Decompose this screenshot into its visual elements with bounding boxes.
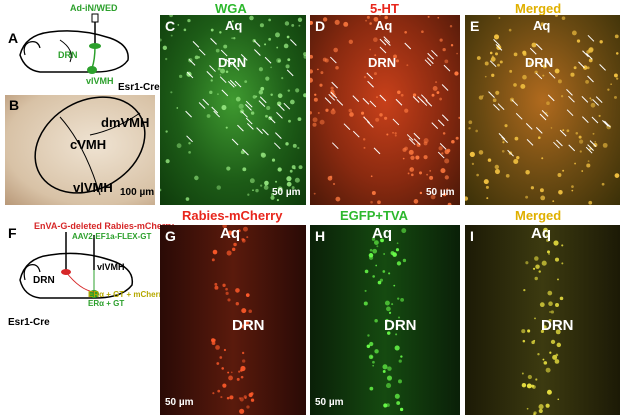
panel-letter: A: [8, 30, 19, 46]
speckles: [310, 15, 460, 205]
aq-label: Aq: [220, 225, 240, 242]
panel-letter: B: [9, 97, 20, 113]
drn-label: DRN: [232, 317, 265, 334]
region-label: DRN: [58, 50, 78, 60]
region-label: vlVMH: [73, 180, 113, 195]
panel-letter: I: [470, 228, 474, 244]
virus-label: AAV2-EF1a-FLEX-GT: [72, 232, 152, 241]
aq-label: Aq: [372, 225, 392, 242]
panel-letter: F: [8, 225, 17, 241]
image-d: D Aq DRN 50 µm: [310, 15, 460, 205]
panel-letter: E: [470, 18, 480, 34]
speckles: [465, 15, 620, 205]
drn-label: DRN: [218, 55, 247, 70]
aq-label: Aq: [531, 225, 551, 242]
scale-bar-label: 50 µm: [272, 187, 301, 198]
aq-label: Aq: [225, 18, 243, 33]
speckles: [521, 227, 564, 415]
drn-label: DRN: [541, 317, 574, 334]
virus-label: EnVA-G-deleted Rabies-mCherry: [34, 221, 174, 231]
panel-letter: D: [315, 18, 326, 34]
cells-label: ERα + GT: [88, 299, 125, 308]
image-g: G Aq DRN 50 µm: [160, 225, 306, 415]
panel-title: 5-HT: [370, 1, 399, 16]
region-label: dmVMH: [101, 115, 150, 130]
panel-title: Merged: [515, 1, 562, 16]
scale-bar-label: 50 µm: [315, 397, 344, 408]
virus-label: Ad-iN/WED: [70, 3, 118, 13]
scale-bar-label: 50 µm: [426, 187, 455, 198]
scale-bar-label: 50 µm: [165, 397, 194, 408]
outline: [34, 96, 146, 196]
panel-title: EGFP+TVA: [340, 208, 409, 223]
image-b: B dmVMH cVMH vlVMH 100 µm: [5, 95, 155, 205]
image-e: E Aq DRN: [465, 15, 620, 205]
region-label: vlVMH: [97, 262, 125, 272]
mouse-label: Esr1-Cre: [8, 317, 50, 328]
mouse-label: Esr1-Cre: [118, 82, 160, 93]
panel-letter: C: [165, 18, 176, 34]
schematic-a: [19, 13, 129, 74]
region-label: DRN: [33, 275, 55, 286]
scale-bar-label: 100 µm: [120, 187, 155, 198]
aq-label: Aq: [375, 18, 393, 33]
speckles: [211, 225, 255, 414]
speckles: [160, 15, 306, 202]
panel-title: Rabies-mCherry: [182, 208, 283, 223]
image-i: I Aq DRN: [465, 225, 620, 415]
panel-letter: H: [315, 228, 326, 244]
drn-label: DRN: [368, 55, 397, 70]
region-label: vlVMH: [86, 76, 114, 86]
aq-label: Aq: [533, 18, 551, 33]
image-c: C Aq DRN 50 µm: [160, 15, 306, 205]
drn-label: DRN: [384, 317, 417, 334]
panel-title: WGA: [215, 1, 247, 16]
region-label: cVMH: [70, 137, 107, 152]
panel-title: Merged: [515, 208, 562, 223]
panel-letter: G: [165, 228, 176, 244]
speckles: [363, 228, 407, 412]
image-h: H Aq DRN 50 µm: [310, 225, 460, 415]
schematic-f: [19, 232, 134, 299]
drn-label: DRN: [525, 55, 554, 70]
cells-label: ERα + GT + mCherry: [88, 290, 167, 299]
